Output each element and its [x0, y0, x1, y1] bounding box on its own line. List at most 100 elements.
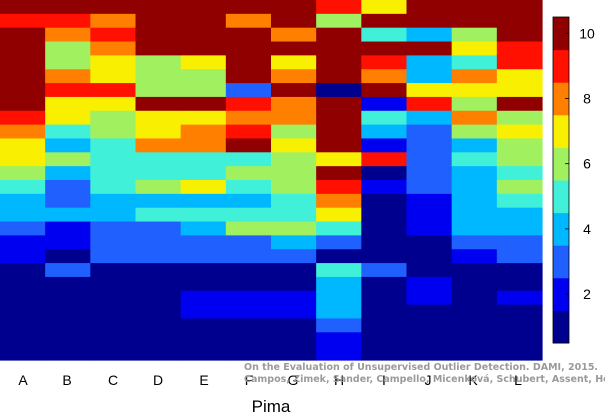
- heatmap-cell-f-25: [225, 346, 272, 361]
- x-axis-label: Pima: [252, 397, 291, 413]
- heatmap-cell-e-17: [180, 235, 227, 250]
- heatmap-cell-f-15: [225, 207, 272, 223]
- heatmap-cell-d-6: [135, 83, 182, 98]
- heatmap-cell-f-10: [225, 138, 272, 153]
- heatmap-cell-k-20: [451, 276, 498, 292]
- heatmap-cell-b-12: [45, 166, 91, 181]
- heatmap-cell-d-25: [135, 346, 182, 361]
- heatmap-cell-e-23: [180, 318, 227, 333]
- heatmap-cell-e-24: [180, 332, 227, 347]
- heatmap-cell-e-22: [180, 304, 227, 320]
- heatmap-cell-i-4: [361, 55, 408, 70]
- heatmap-cell-l-21: [496, 290, 543, 306]
- heatmap-cell-i-6: [361, 83, 408, 98]
- heatmap-cell-f-14: [225, 193, 272, 209]
- heatmap-cell-f-2: [225, 27, 272, 43]
- heatmap-cell-k-15: [451, 207, 498, 223]
- heatmap-cell-d-5: [135, 69, 182, 84]
- heatmap-cell-k-10: [451, 138, 498, 153]
- heatmap-cell-k-16: [451, 221, 498, 236]
- heatmap-cell-i-25: [361, 346, 408, 361]
- heatmap-cell-j-13: [406, 180, 453, 195]
- heatmap-cell-i-23: [361, 318, 408, 333]
- heatmap-cell-g-2: [271, 27, 317, 43]
- heatmap-cells: [0, 0, 543, 361]
- heatmap-cell-f-17: [225, 235, 272, 250]
- x-tick-label-e: E: [199, 372, 208, 388]
- heatmap-cell-b-22: [45, 304, 91, 320]
- heatmap-cell-d-10: [135, 138, 182, 153]
- heatmap-cell-d-21: [135, 290, 182, 306]
- heatmap-cell-d-15: [135, 207, 182, 223]
- heatmap-cell-d-0: [135, 0, 182, 15]
- heatmap-cell-e-4: [180, 55, 227, 70]
- heatmap-cell-g-8: [271, 110, 317, 126]
- heatmap-cell-j-25: [406, 346, 453, 361]
- colorbar-segment-6: [553, 147, 569, 181]
- heatmap-cell-e-1: [180, 13, 227, 29]
- heatmap-cell-b-6: [45, 83, 91, 98]
- colorbar-segment-4: [553, 212, 569, 246]
- colorbar-tick-label-6: 6: [583, 156, 591, 172]
- x-tick-label-k: K: [468, 372, 478, 388]
- heatmap-cell-c-5: [90, 69, 137, 84]
- heatmap-cell-d-23: [135, 318, 182, 333]
- watermark-line-2: Campos, Zimek, Sander, Campello, Micenko…: [244, 374, 605, 385]
- heatmap-cell-i-22: [361, 304, 408, 320]
- heatmap-cell-l-4: [496, 55, 543, 70]
- heatmap-cell-k-21: [451, 290, 498, 306]
- heatmap-cell-c-11: [90, 152, 137, 167]
- heatmap-cell-k-14: [451, 193, 498, 209]
- heatmap-cell-b-11: [45, 152, 91, 167]
- heatmap-cell-b-20: [45, 276, 91, 292]
- heatmap-cell-b-17: [45, 235, 91, 250]
- heatmap-cell-e-12: [180, 166, 227, 181]
- heatmap-cell-f-19: [225, 263, 272, 278]
- heatmap-cell-i-15: [361, 207, 408, 223]
- colorbar-tick-labels: 2 4 6 8 10: [565, 25, 595, 302]
- heatmap-cell-a-21: [0, 290, 46, 306]
- heatmap-cell-i-9: [361, 124, 408, 140]
- heatmap-cell-j-11: [406, 152, 453, 167]
- heatmap-cell-b-7: [45, 96, 91, 112]
- heatmap-cell-h-19: [316, 263, 362, 278]
- heatmap-cell-b-25: [45, 346, 91, 361]
- heatmap-cell-d-18: [135, 249, 182, 264]
- heatmap-cell-h-6: [316, 83, 362, 98]
- heatmap-cell-j-6: [406, 83, 453, 98]
- x-tick-label-j: J: [425, 372, 432, 388]
- heatmap-cell-k-5: [451, 69, 498, 84]
- heatmap-cell-j-24: [406, 332, 453, 347]
- heatmap-cell-c-15: [90, 207, 137, 223]
- colorbar-segment-3: [553, 245, 569, 279]
- heatmap-cell-g-10: [271, 138, 317, 153]
- heatmap-cell-j-2: [406, 27, 453, 43]
- heatmap-cell-i-10: [361, 138, 408, 153]
- heatmap-cell-k-3: [451, 41, 498, 56]
- heatmap-cell-c-18: [90, 249, 137, 264]
- heatmap-cell-l-10: [496, 138, 543, 153]
- x-tick-label-i: I: [382, 372, 386, 388]
- heatmap-cell-a-2: [0, 27, 46, 43]
- heatmap-cell-j-16: [406, 221, 453, 236]
- heatmap-cell-a-19: [0, 263, 46, 278]
- heatmap-cell-a-6: [0, 83, 46, 98]
- heatmap-cell-b-8: [45, 110, 91, 126]
- heatmap-cell-b-2: [45, 27, 91, 43]
- heatmap-cell-d-13: [135, 180, 182, 195]
- heatmap-cell-j-4: [406, 55, 453, 70]
- heatmap-cell-e-3: [180, 41, 227, 56]
- heatmap-cell-e-25: [180, 346, 227, 361]
- heatmap-cell-f-20: [225, 276, 272, 292]
- heatmap-cell-c-0: [90, 0, 137, 15]
- heatmap-cell-j-22: [406, 304, 453, 320]
- heatmap-cell-l-23: [496, 318, 543, 333]
- heatmap-cell-j-5: [406, 69, 453, 84]
- heatmap-cell-e-14: [180, 193, 227, 209]
- colorbar-segment-5: [553, 180, 569, 214]
- heatmap-cell-k-23: [451, 318, 498, 333]
- heatmap-cell-l-2: [496, 27, 543, 43]
- colorbar-segment-10: [553, 17, 569, 51]
- heatmap-cell-c-13: [90, 180, 137, 195]
- heatmap-cell-e-11: [180, 152, 227, 167]
